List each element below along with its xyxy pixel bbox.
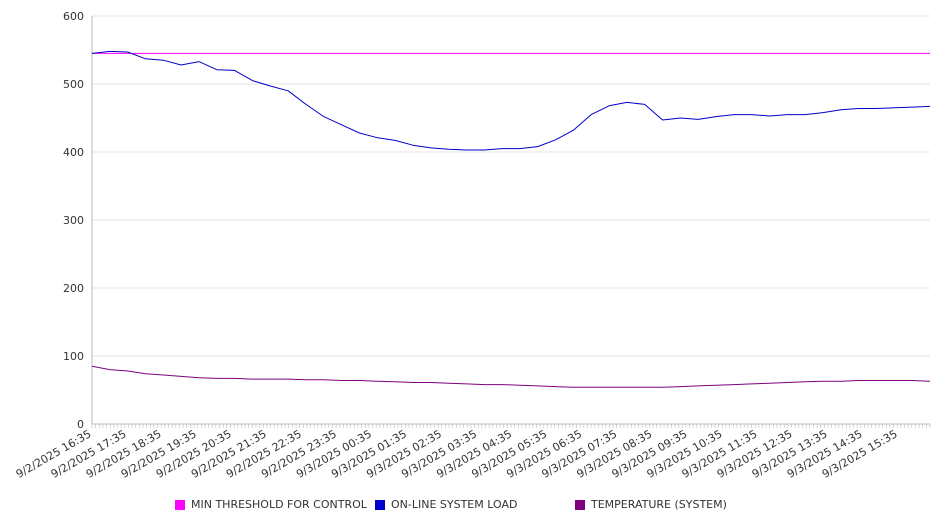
legend-label-temperature: TEMPERATURE (SYSTEM) <box>591 498 727 511</box>
legend-item-min-threshold: MIN THRESHOLD FOR CONTROL <box>175 498 367 511</box>
y-tick-label: 300 <box>63 214 84 227</box>
y-tick-labels: 0 100 200 300 400 500 600 <box>63 10 84 431</box>
axes <box>91 16 931 428</box>
y-tick-label: 600 <box>63 10 84 23</box>
legend-item-temperature: TEMPERATURE (SYSTEM) <box>575 498 727 511</box>
y-tick-label: 200 <box>63 282 84 295</box>
legend-swatch-min-threshold <box>175 499 185 510</box>
legend: MIN THRESHOLD FOR CONTROL ON-LINE SYSTEM… <box>175 498 935 514</box>
series-line-temperature-system <box>91 365 931 388</box>
legend-label-system-load: ON-LINE SYSTEM LOAD <box>391 498 518 511</box>
legend-swatch-temperature <box>575 499 585 510</box>
y-tick-label: 100 <box>63 350 84 363</box>
y-tick-label: 500 <box>63 78 84 91</box>
legend-label-min-threshold: MIN THRESHOLD FOR CONTROL <box>191 498 367 511</box>
x-tick-labels: 9/2/2025 16:359/2/2025 17:359/2/2025 18:… <box>14 427 900 481</box>
grid <box>92 15 930 357</box>
legend-item-system-load: ON-LINE SYSTEM LOAD <box>375 498 517 511</box>
series-group <box>91 50 931 388</box>
y-tick-label: 400 <box>63 146 84 159</box>
series-line-on-line-system-load <box>91 50 931 151</box>
legend-swatch-system-load <box>375 499 385 510</box>
y-tick-label: 0 <box>77 418 84 431</box>
